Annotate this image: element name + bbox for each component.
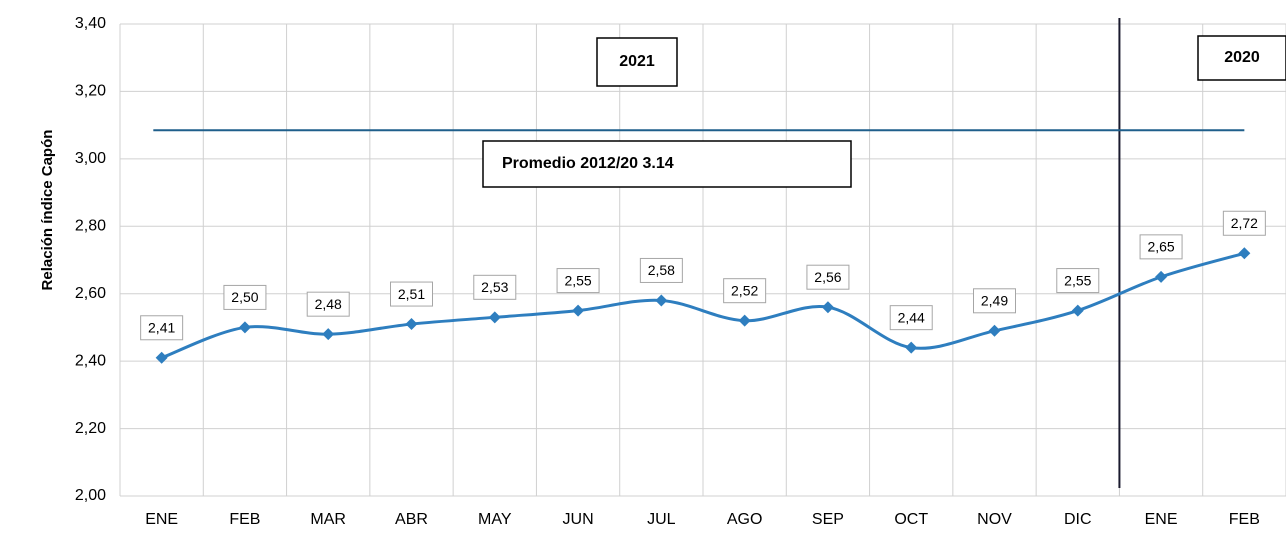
point-marker: [322, 328, 335, 341]
x-tick-label: MAR: [310, 511, 346, 528]
x-tick-label: FEB: [1229, 511, 1260, 528]
value-label-box: [1056, 268, 1100, 294]
series-line: [161, 251, 1245, 360]
x-tick-label: ENE: [145, 511, 178, 528]
value-label-box: [723, 278, 767, 304]
x-tick-label: DIC: [1064, 511, 1092, 528]
value-label: 2,53: [481, 279, 508, 295]
value-label: 2,52: [731, 282, 758, 298]
y-tick-label: 2,40: [75, 352, 106, 369]
value-label-box: [223, 284, 267, 310]
annotation: Promedio 2012/20 3.14: [502, 155, 674, 172]
value-label: 2,72: [1231, 215, 1258, 231]
y-tick-label: 3,20: [75, 83, 106, 100]
point-marker: [488, 311, 501, 324]
value-label: 2,51: [398, 286, 425, 302]
annotation-box: [482, 140, 852, 188]
y-axis-label: Relación índice Capón: [39, 130, 56, 291]
y-tick-label: 2,20: [75, 420, 106, 437]
point-marker: [988, 324, 1001, 337]
value-label: 2,55: [1064, 272, 1091, 288]
value-label: 2,41: [148, 319, 175, 335]
annotation: 2020: [1224, 49, 1260, 66]
value-label-box: [473, 274, 517, 300]
value-label: 2,49: [981, 293, 1008, 309]
point-marker: [238, 321, 251, 334]
value-label: 2,50: [231, 289, 258, 305]
x-tick-label: OCT: [894, 511, 928, 528]
value-label-box: [140, 315, 184, 341]
value-label-box: [390, 281, 433, 307]
x-tick-label: FEB: [229, 511, 260, 528]
x-tick-label: JUN: [563, 511, 594, 528]
y-tick-label: 3,00: [75, 150, 106, 167]
value-label-box: [1139, 234, 1183, 260]
value-label-box: [806, 264, 850, 290]
value-label-box: [306, 291, 350, 317]
point-marker: [405, 318, 418, 331]
point-marker: [738, 314, 751, 327]
x-tick-label: ENE: [1145, 511, 1178, 528]
point-marker: [1071, 304, 1084, 317]
value-label: 2,48: [315, 296, 342, 312]
value-label-box: [639, 257, 683, 283]
point-marker: [1238, 247, 1251, 260]
x-tick-label: NOV: [977, 511, 1012, 528]
point-marker: [155, 351, 168, 364]
x-tick-label: AGO: [727, 511, 763, 528]
y-tick-label: 2,60: [75, 285, 106, 302]
point-marker: [572, 304, 585, 317]
value-label: 2,58: [648, 262, 675, 278]
value-label-box: [556, 268, 600, 294]
y-tick-label: 2,00: [75, 487, 106, 504]
value-label-box: [973, 288, 1016, 314]
value-label: 2,65: [1147, 239, 1174, 255]
y-tick-label: 3,40: [75, 15, 106, 32]
x-tick-label: JUL: [647, 511, 676, 528]
annotation-box: [596, 37, 678, 87]
point-marker: [655, 294, 668, 307]
x-tick-label: MAY: [478, 511, 512, 528]
annotation: 2021: [619, 53, 655, 70]
annotation-box: [1197, 35, 1286, 81]
value-label-box: [1222, 210, 1266, 236]
y-tick-label: 2,80: [75, 218, 106, 235]
value-label-box: [889, 305, 933, 331]
point-marker: [905, 341, 918, 354]
x-tick-label: ABR: [395, 511, 428, 528]
value-label: 2,44: [898, 309, 925, 325]
point-marker: [821, 301, 834, 314]
point-marker: [1155, 270, 1168, 283]
value-label: 2,55: [564, 272, 591, 288]
x-tick-label: SEP: [812, 511, 844, 528]
value-label: 2,56: [814, 269, 841, 285]
